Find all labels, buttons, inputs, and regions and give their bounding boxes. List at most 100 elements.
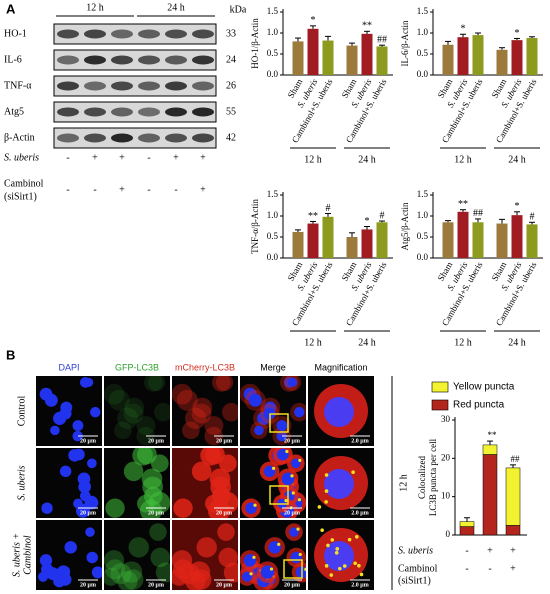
blot-band — [192, 81, 214, 91]
condition-label: (siSirt1) — [4, 191, 37, 202]
cell-body — [172, 550, 193, 571]
significance-label: ** — [362, 21, 372, 32]
time-label: 12 h — [398, 474, 409, 492]
y-tick-label: 0.5 — [267, 231, 279, 241]
legend-label: Red puncta — [453, 400, 505, 411]
bar — [442, 44, 454, 75]
y-axis-label: HO-1/β-Actin — [250, 18, 260, 69]
group-label: 12 h — [454, 154, 472, 165]
micrograph: 20 μm — [104, 376, 170, 446]
significance-label: * — [311, 15, 316, 26]
blot-band — [165, 55, 187, 65]
nucleus — [90, 406, 101, 418]
condition-sign: + — [510, 545, 516, 556]
bar — [322, 40, 334, 75]
nucleus — [260, 565, 275, 579]
y-tick-label: 1.0 — [417, 27, 429, 37]
row-label: Cambinol — [22, 535, 33, 575]
y-tick-label: 0.0 — [417, 252, 429, 262]
cell-body — [128, 537, 149, 558]
y-tick-label: 1.5 — [267, 189, 279, 199]
condition-sign: - — [488, 563, 491, 574]
y-tick-label: 10 — [441, 491, 451, 501]
scale-bar-label: 20 μm — [148, 510, 164, 516]
bar — [472, 222, 484, 258]
significance-label: ** — [488, 430, 498, 440]
nucleus — [64, 541, 77, 554]
puncta — [329, 573, 334, 577]
puncta — [342, 564, 347, 568]
panel-label: A — [6, 1, 16, 16]
puncta — [249, 572, 253, 576]
cell-body — [204, 416, 224, 436]
blot-band — [111, 29, 133, 39]
scale-bar-label: 2.0 μm — [351, 582, 368, 588]
blot-band — [57, 133, 79, 143]
cell-body — [191, 461, 212, 482]
puncta — [324, 500, 328, 504]
puncta — [291, 491, 295, 495]
bar — [457, 211, 469, 258]
row-label: Control — [16, 396, 27, 427]
micrograph: 20 μm — [172, 448, 238, 518]
nucleus — [248, 393, 262, 407]
nucleus — [72, 430, 83, 442]
condition-label: (siSirt1) — [398, 575, 431, 586]
condition-label: Cambinol — [4, 178, 44, 189]
cell-body — [105, 498, 125, 518]
puncta — [357, 563, 361, 568]
bar — [496, 223, 508, 258]
puncta — [290, 474, 294, 478]
blot-band — [111, 81, 133, 91]
cell-body — [141, 468, 163, 490]
puncta — [320, 528, 324, 533]
band-label: Atg5 — [4, 106, 24, 117]
y-axis-label: TNF-α/β-Actin — [250, 199, 260, 254]
micrograph: 20 μm — [172, 376, 238, 446]
cell-body — [217, 523, 235, 541]
nucleus — [39, 554, 53, 567]
bar — [511, 215, 523, 258]
bar — [457, 37, 469, 75]
micrograph: 20 μm — [240, 448, 306, 518]
bar — [292, 41, 304, 75]
micrograph: 20 μm — [36, 376, 102, 446]
y-tick-label: 20 — [441, 452, 451, 462]
cell-body — [104, 550, 125, 571]
blot-band — [192, 55, 214, 65]
nucleus — [287, 377, 298, 388]
blot-band — [111, 55, 133, 65]
cell-body — [172, 567, 189, 586]
bar — [361, 229, 373, 258]
significance-label: * — [461, 24, 466, 35]
cell-body — [182, 421, 200, 440]
cell-body — [117, 570, 138, 590]
band-label: TNF-α — [4, 80, 32, 91]
blot-strip — [53, 23, 217, 45]
puncta — [317, 505, 322, 509]
cell-body — [176, 389, 198, 411]
bar — [361, 33, 373, 75]
blot-band — [138, 29, 160, 39]
cell-body — [137, 448, 157, 465]
y-axis-label: Colocalized — [417, 456, 427, 499]
blot-strip — [53, 127, 217, 149]
micrograph: 2.0 μm — [308, 376, 374, 446]
cell-body — [149, 523, 167, 541]
blot-band — [165, 81, 187, 91]
nucleus — [289, 527, 299, 537]
y-tick-label: 0.0 — [267, 69, 279, 79]
column-header: Merge — [260, 362, 286, 372]
condition-sign: - — [147, 152, 150, 163]
bar — [511, 40, 523, 75]
nucleus — [56, 565, 71, 579]
puncta — [298, 552, 302, 557]
cell-body — [192, 397, 213, 418]
condition-sign: - — [174, 184, 177, 195]
cell-body — [147, 376, 166, 392]
micrograph-bg — [172, 376, 238, 446]
micrograph: 20 μm — [240, 520, 306, 590]
cell-body — [222, 402, 238, 422]
cell-body — [155, 562, 170, 583]
column-header: mCherry-LC3B — [175, 362, 235, 372]
